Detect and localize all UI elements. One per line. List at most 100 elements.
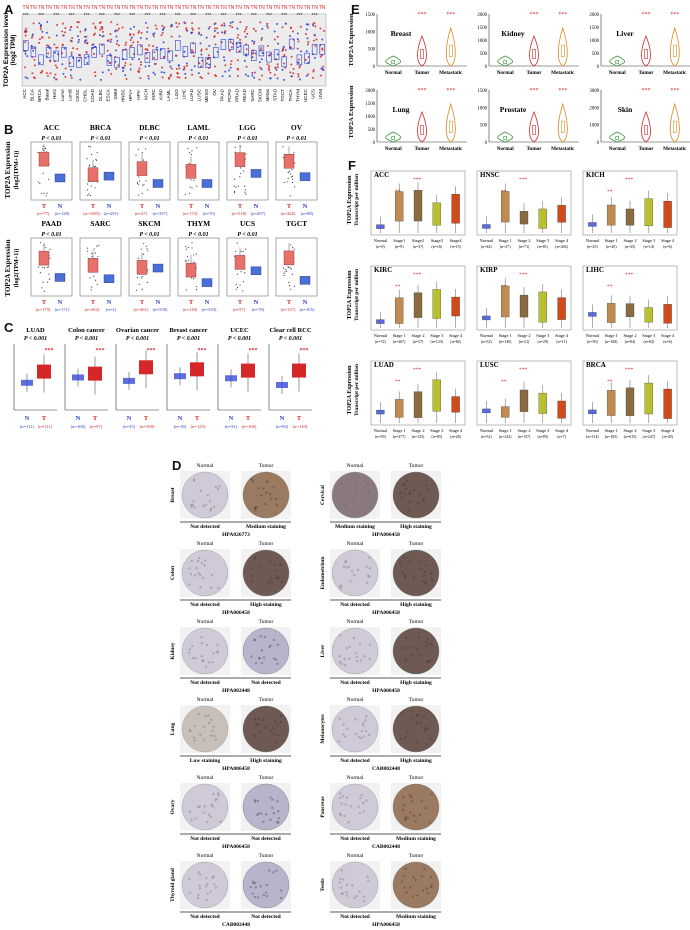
panel-b-row2-dot xyxy=(38,266,40,268)
panel-e-violin-box xyxy=(615,136,620,140)
panel-b-row2-dot xyxy=(138,283,140,285)
panel-f-n: (n=6) xyxy=(663,245,672,249)
panel-d-left-speck xyxy=(269,644,272,647)
panel-a-dot xyxy=(26,77,29,80)
panel-d-right-tumor-staining: Medium staining xyxy=(396,836,436,842)
panel-d-left-speck xyxy=(188,877,191,881)
panel-a-dot xyxy=(56,66,59,69)
panel-d-right-speck xyxy=(425,887,429,891)
panel-f-n: (n=85) xyxy=(537,435,548,439)
panel-d-left-speck xyxy=(212,875,215,878)
panel-c-tumor-box xyxy=(190,362,204,377)
panel-f-sig: *** xyxy=(625,367,634,373)
panel-f-box xyxy=(501,406,510,418)
panel-e-title: Breast xyxy=(391,29,412,38)
panel-f-ylabel2: Transcript per million xyxy=(354,269,360,321)
panel-a-dot xyxy=(146,30,149,33)
panel-c-nT: (n=125) xyxy=(191,424,206,429)
panel-a-dot xyxy=(109,40,112,43)
panel-a-dot xyxy=(319,27,322,30)
panel-a-dot xyxy=(190,48,193,51)
panel-d-left-speck xyxy=(277,821,280,824)
panel-d-right-speck xyxy=(404,575,407,579)
panel-b-row1-n-label: N xyxy=(58,203,63,210)
panel-a-dot xyxy=(220,41,223,44)
panel-a-dot xyxy=(124,61,127,64)
panel-d-left-speck xyxy=(260,649,264,652)
panel-a-tumor-label: READ xyxy=(242,88,247,101)
panel-e-title: Skin xyxy=(618,105,633,114)
panel-d-right-speck xyxy=(342,565,345,568)
panel-b-row2-title: UCS xyxy=(240,219,255,228)
panel-b-row2-dot xyxy=(236,273,238,275)
panel-d-left-speck xyxy=(203,805,206,808)
panel-c-sig: *** xyxy=(300,348,309,354)
panel-f-n: (n=6) xyxy=(663,340,672,344)
panel-b-row2-dot xyxy=(283,274,285,277)
panel-d-right-speck xyxy=(354,493,357,496)
panel-f-n: (n=25) xyxy=(625,245,636,249)
panel-f-cat: Stage 3 xyxy=(430,428,444,433)
panel-d-left-tumor-header: Tumor xyxy=(259,853,274,859)
panel-d-left-tumor-staining: High staining xyxy=(250,602,282,608)
panel-d-left-speck xyxy=(272,732,275,736)
panel-d-right-speck xyxy=(338,660,342,664)
panel-b-row2-dot xyxy=(193,261,195,263)
panel-a-dot xyxy=(244,73,247,76)
panel-a-dot xyxy=(245,65,248,68)
panel-e-violin-box xyxy=(532,125,536,135)
panel-c-n-label: N xyxy=(76,415,81,422)
panel-a-dot xyxy=(48,36,51,39)
panel-a-dot xyxy=(307,56,310,59)
panel-b-row1-dot xyxy=(138,176,140,178)
panel-d-right-speck xyxy=(424,563,428,567)
panel-b-row1-dot xyxy=(96,151,98,154)
panel-a-dot xyxy=(200,53,203,56)
panel-d-right-speck xyxy=(348,645,351,648)
panel-d-right-speck xyxy=(414,820,417,823)
panel-f-title: KICH xyxy=(586,171,605,179)
panel-d-right-speck xyxy=(344,560,348,564)
panel-e-tick: 0 xyxy=(597,65,600,70)
panel-b-row2-dot xyxy=(143,242,145,245)
panel-d-left-speck xyxy=(253,555,256,559)
panel-f-cat: Stage 2 xyxy=(517,333,530,338)
panel-d-left-speck xyxy=(213,883,216,886)
panel-d-left-tumor-header: Tumor xyxy=(259,541,274,547)
panel-d-right-speck xyxy=(424,806,427,810)
panel-a-dot xyxy=(199,42,202,45)
panel-d-right-speck xyxy=(353,574,356,577)
panel-b-row2-dot xyxy=(191,247,193,249)
panel-a-dot xyxy=(170,67,173,70)
panel-d-left-speck xyxy=(216,651,219,654)
panel-a-dot xyxy=(32,49,35,52)
panel-a-dot xyxy=(260,36,263,39)
panel-f-cat: Stage 2 xyxy=(411,428,424,433)
panel-a-dot xyxy=(228,75,231,78)
panel-d-right-speck xyxy=(368,643,372,647)
panel-c-n-label: N xyxy=(25,415,30,422)
panel-d-left-speck xyxy=(269,818,272,821)
panel-a-dot xyxy=(61,30,64,33)
panel-a-sig: *** xyxy=(251,13,257,19)
panel-b-row2-nN: (n=339) xyxy=(202,307,217,312)
panel-a-tumor-label: COAD xyxy=(90,88,95,102)
panel-d-right-speck xyxy=(355,895,358,898)
panel-d-right-speck xyxy=(400,496,403,499)
panel-a-dot xyxy=(266,24,269,27)
panel-a-dot xyxy=(30,44,33,47)
panel-a-dot xyxy=(68,62,71,65)
panel-a-dot xyxy=(64,67,67,70)
panel-d-left-speck xyxy=(199,733,202,737)
panel-b-row2-nN: (n=2) xyxy=(106,307,117,312)
panel-a-box xyxy=(45,47,52,58)
panel-d-left-normal-image xyxy=(181,549,229,597)
panel-a-tn-label: TN xyxy=(22,5,29,11)
panel-b-row2-dot xyxy=(288,285,291,287)
panel-f-box xyxy=(501,285,510,318)
panel-a-tn-label: TN xyxy=(319,5,326,11)
panel-a-dot xyxy=(223,24,226,27)
panel-b-row2-dot xyxy=(240,250,242,252)
panel-d-right-speck xyxy=(364,718,367,722)
panel-a-box xyxy=(68,56,75,68)
